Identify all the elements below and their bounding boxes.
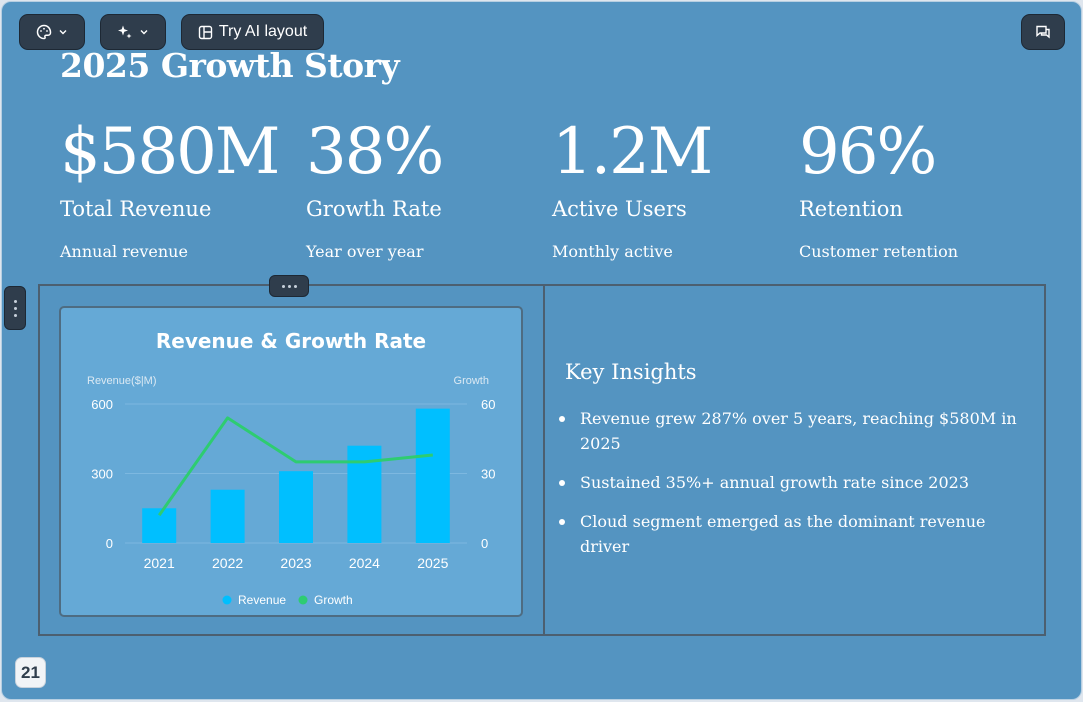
stat-subtitle: Customer retention [799,242,958,261]
list-item: Cloud segment emerged as the dominant re… [559,509,1029,559]
stat-label: Active Users [552,197,687,221]
slide-title[interactable]: 2025 Growth Story [60,46,400,85]
chevron-down-icon [59,30,67,35]
chevron-down-icon [140,30,148,35]
x-tick-label: 2022 [212,555,243,571]
stat-users[interactable]: 1.2M Active Users Monthly active [552,114,713,261]
legend-revenue-label: Revenue [238,593,286,607]
y-tick-label-right: 60 [481,397,495,412]
stat-revenue[interactable]: $580M Total Revenue Annual revenue [60,114,280,261]
insights-title[interactable]: Key Insights [565,360,697,384]
stat-value: 38% [306,115,444,189]
x-tick-label: 2025 [417,555,448,571]
revenue-bar [210,489,245,543]
stat-growth[interactable]: 38% Growth Rate Year over year [306,114,444,261]
grid-divider[interactable] [543,286,545,634]
stat-label: Retention [799,197,903,221]
stat-subtitle: Monthly active [552,242,673,261]
page-number[interactable]: 21 [15,657,46,688]
x-tick-label: 2021 [144,555,175,571]
palette-icon [36,24,52,40]
insights-list[interactable]: Revenue grew 287% over 5 years, reaching… [559,406,1029,573]
legend-growth-label: Growth [314,593,353,607]
list-item: Revenue grew 287% over 5 years, reaching… [559,406,1029,456]
stat-subtitle: Annual revenue [60,242,188,261]
stat-subtitle: Year over year [306,242,424,261]
chart-card[interactable]: Revenue & Growth Rate Revenue($|M) Growth 0… [59,306,523,617]
stat-retention[interactable]: 96% Retention Customer retention [799,114,958,261]
x-tick-label: 2024 [349,555,380,571]
content-grid[interactable] [38,284,1046,636]
list-item: Sustained 35%+ annual growth rate since … [559,470,1029,495]
y-axis-left-label: Revenue($|M) [87,375,157,387]
legend-growth-marker [298,595,308,605]
sparkle-icon [118,25,132,39]
y-tick-label-left: 300 [91,467,113,482]
stat-label: Total Revenue [60,197,212,221]
x-tick-label: 2023 [280,555,311,571]
stat-label: Growth Rate [306,197,442,221]
block-drag-handle[interactable] [4,286,26,330]
y-tick-label-right: 0 [481,536,488,551]
stat-value: 1.2M [552,115,713,189]
revenue-bar [415,408,450,543]
y-axis-right-label: Growth [454,375,489,387]
revenue-bar [279,471,313,543]
comment-icon [1036,25,1050,39]
y-tick-label-left: 600 [91,397,113,412]
chart-title: Revenue & Growth Rate [156,329,426,353]
y-tick-label-left: 0 [106,536,113,551]
revenue-growth-chart: Revenue & Growth Rate Revenue($|M) Growth 0… [87,329,495,607]
comments-button[interactable] [1021,14,1065,50]
try-ai-layout-label: Try AI layout [218,23,308,40]
theme-button[interactable] [19,14,85,50]
y-tick-label-right: 30 [481,467,495,482]
stat-value: 96% [799,115,937,189]
legend-revenue-marker [222,595,232,605]
grid-drag-handle[interactable] [269,275,309,297]
stat-value: $580M [60,115,280,189]
ai-actions-button[interactable] [100,14,166,50]
try-ai-layout-button[interactable]: Try AI layout [181,14,324,50]
growth-line [157,416,433,517]
layout-icon [198,25,213,39]
